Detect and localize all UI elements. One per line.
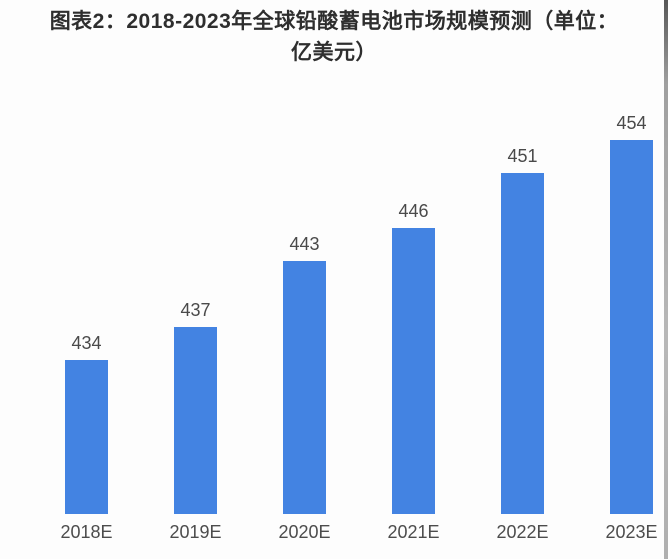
bar-column: 434 bbox=[32, 333, 141, 514]
bar-value-label: 454 bbox=[616, 113, 647, 133]
bar-column: 451 bbox=[468, 146, 577, 514]
bar-column: 437 bbox=[141, 300, 250, 514]
bar-2023E bbox=[610, 140, 653, 514]
x-axis-label: 2019E bbox=[169, 522, 222, 542]
x-axis-label: 2020E bbox=[278, 522, 331, 542]
bar-2018E bbox=[65, 360, 108, 514]
bar-2021E bbox=[392, 228, 435, 514]
bar-column: 454 bbox=[577, 113, 668, 514]
chart-title: 图表2：2018-2023年全球铅酸蓄电池市场规模预测（单位： 亿美元） bbox=[0, 6, 668, 68]
x-axis-label: 2023E bbox=[605, 522, 658, 542]
bar-column: 443 bbox=[250, 234, 359, 514]
bar-value-label: 443 bbox=[289, 234, 320, 254]
bar-2022E bbox=[501, 173, 544, 514]
x-axis-label: 2022E bbox=[496, 522, 549, 542]
bar-value-label: 451 bbox=[507, 146, 538, 166]
bar-value-label: 434 bbox=[71, 333, 102, 353]
x-axis-label: 2018E bbox=[60, 522, 113, 542]
x-axis-label: 2021E bbox=[387, 522, 440, 542]
x-axis: 2018E 2019E 2020E 2021E 2022E 2023E bbox=[32, 522, 668, 543]
bar-column: 446 bbox=[359, 201, 468, 514]
bar-value-label: 446 bbox=[398, 201, 429, 221]
chart-title-line2: 亿美元） bbox=[291, 41, 377, 64]
bar-2020E bbox=[283, 261, 326, 514]
bar-value-label: 437 bbox=[180, 300, 211, 320]
bar-plot-area: 434 437 443 446 451 454 bbox=[32, 113, 668, 514]
chart-title-line1: 图表2：2018-2023年全球铅酸蓄电池市场规模预测（单位： bbox=[49, 10, 619, 33]
bar-2019E bbox=[174, 327, 217, 514]
scan-edge-artifact bbox=[664, 0, 668, 559]
